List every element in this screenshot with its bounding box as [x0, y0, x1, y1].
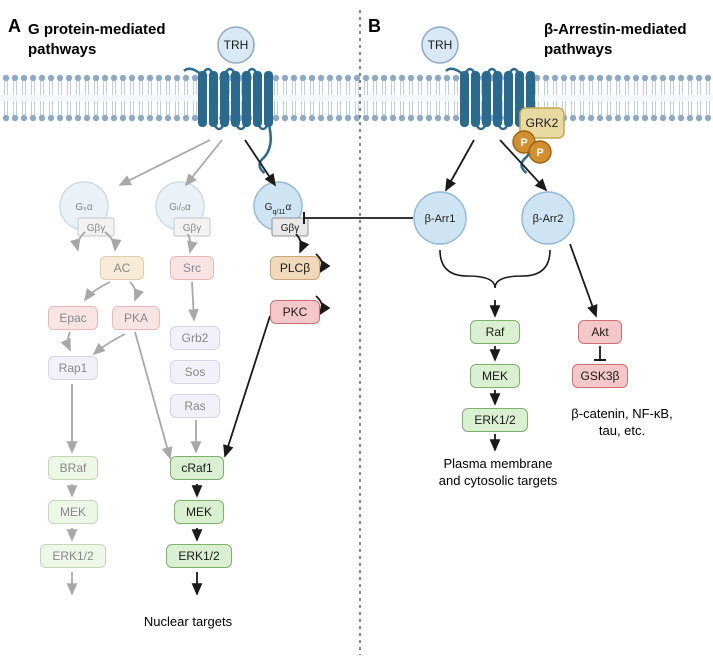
node-epac: Epac	[48, 306, 98, 330]
node-erk_c: ERK1/2	[166, 544, 232, 568]
node-rap1: Rap1	[48, 356, 98, 380]
panel-a-label: A	[8, 16, 21, 37]
title-b-line2: pathways	[544, 41, 612, 58]
node-plcb: PLCβ	[270, 256, 320, 280]
title-b-line1: β-Arrestin-mediated	[544, 21, 687, 38]
membrane	[0, 75, 713, 121]
svg-text:Gβγ: Gβγ	[87, 223, 106, 234]
node-erk_l: ERK1/2	[40, 544, 106, 568]
node-pka: PKA	[112, 306, 160, 330]
node-raf_r: Raf	[470, 320, 520, 344]
title-a: G protein-mediated pathways	[28, 20, 166, 59]
node-ac: AC	[100, 256, 144, 280]
node-sos: Sos	[170, 360, 220, 384]
title-b: β-Arrestin-mediated pathways	[544, 20, 687, 59]
node-craf1: cRaf1	[170, 456, 224, 480]
node-erk_r: ERK1/2	[462, 408, 528, 432]
svg-text:TRH: TRH	[224, 38, 249, 52]
receptor	[184, 69, 273, 173]
node-akt: Akt	[578, 320, 622, 344]
panel-b-label: B	[368, 16, 381, 37]
title-a-line2: pathways	[28, 41, 96, 58]
node-src: Src	[170, 256, 214, 280]
svg-text:Gβγ: Gβγ	[281, 223, 300, 234]
text-label: Nuclear targets	[108, 614, 268, 631]
text-label: Plasma membraneand cytosolic targets	[398, 456, 598, 490]
text-label: β-catenin, NF-κB,tau, etc.	[542, 406, 702, 440]
svg-text:P: P	[520, 137, 527, 149]
svg-text:Gᵢ/ₒα: Gᵢ/ₒα	[169, 202, 191, 213]
svg-text:Gq/11α: Gq/11α	[265, 202, 292, 216]
svg-text:β-Arr1: β-Arr1	[425, 213, 456, 225]
node-grb2: Grb2	[170, 326, 220, 350]
node-mek_l: MEK	[48, 500, 98, 524]
node-gsk3b: GSK3β	[572, 364, 628, 388]
receptor	[446, 69, 535, 173]
svg-text:GRK2: GRK2	[526, 116, 559, 130]
svg-text:Gₛα: Gₛα	[75, 202, 93, 213]
svg-text:P: P	[536, 147, 543, 159]
node-pkc: PKC	[270, 300, 320, 324]
node-mek_r: MEK	[470, 364, 520, 388]
svg-text:Gβγ: Gβγ	[183, 223, 202, 234]
svg-text:β-Arr2: β-Arr2	[533, 213, 564, 225]
node-braf: BRaf	[48, 456, 98, 480]
svg-text:TRH: TRH	[428, 38, 453, 52]
title-a-line1: G protein-mediated	[28, 21, 166, 38]
node-ras: Ras	[170, 394, 220, 418]
node-mek_c: MEK	[174, 500, 224, 524]
